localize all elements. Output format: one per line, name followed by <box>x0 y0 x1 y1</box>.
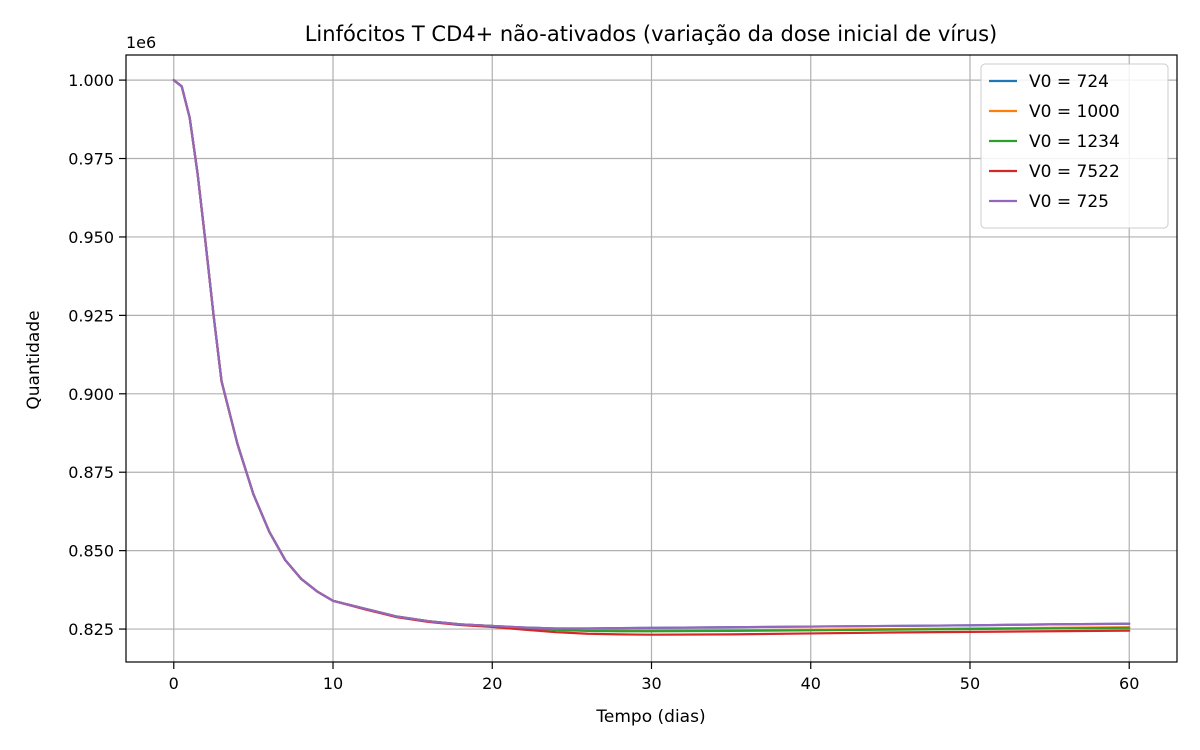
y-tick-label: 0.825 <box>68 620 114 639</box>
legend-label: V0 = 724 <box>1029 72 1109 92</box>
y-tick-label: 0.925 <box>68 306 114 325</box>
x-tick-label: 10 <box>323 674 343 693</box>
legend-box <box>980 63 1169 229</box>
grid <box>126 55 1177 662</box>
x-tick-label: 60 <box>1119 674 1139 693</box>
y-offset-label: 1e6 <box>126 33 156 52</box>
y-tick-label: 1.000 <box>68 71 114 90</box>
x-tick-label: 40 <box>801 674 821 693</box>
y-tick-label: 0.975 <box>68 150 114 169</box>
legend-label: V0 = 1234 <box>1029 132 1120 152</box>
y-axis-label: Quantidade <box>24 310 44 409</box>
y-tick-label: 0.950 <box>68 228 114 247</box>
legend-label: V0 = 7522 <box>1029 162 1120 182</box>
y-tick-label: 0.900 <box>68 385 114 404</box>
y-tick-label: 0.850 <box>68 542 114 561</box>
chart-title: Linfócitos T CD4+ não-ativados (variação… <box>305 22 998 46</box>
legend-label: V0 = 1000 <box>1029 102 1120 122</box>
y-tick-label: 0.875 <box>68 463 114 482</box>
series-lines <box>172 78 1131 636</box>
x-tick-label: 30 <box>641 674 661 693</box>
legend-label: V0 = 725 <box>1029 192 1109 212</box>
legend: V0 = 724 V0 = 1000 V0 = 1234 V0 = 7522 V0 = … <box>980 63 1169 229</box>
series-line-5 <box>172 78 1131 630</box>
x-tick-label: 50 <box>960 674 980 693</box>
axis-ticks: 0 10 20 30 40 50 60 0.825 0.850 0.875 0.900 0.925 0.… <box>68 71 1139 693</box>
x-tick-label: 20 <box>482 674 502 693</box>
x-axis-label: Tempo (dias) <box>595 707 705 727</box>
x-tick-label: 0 <box>169 674 179 693</box>
